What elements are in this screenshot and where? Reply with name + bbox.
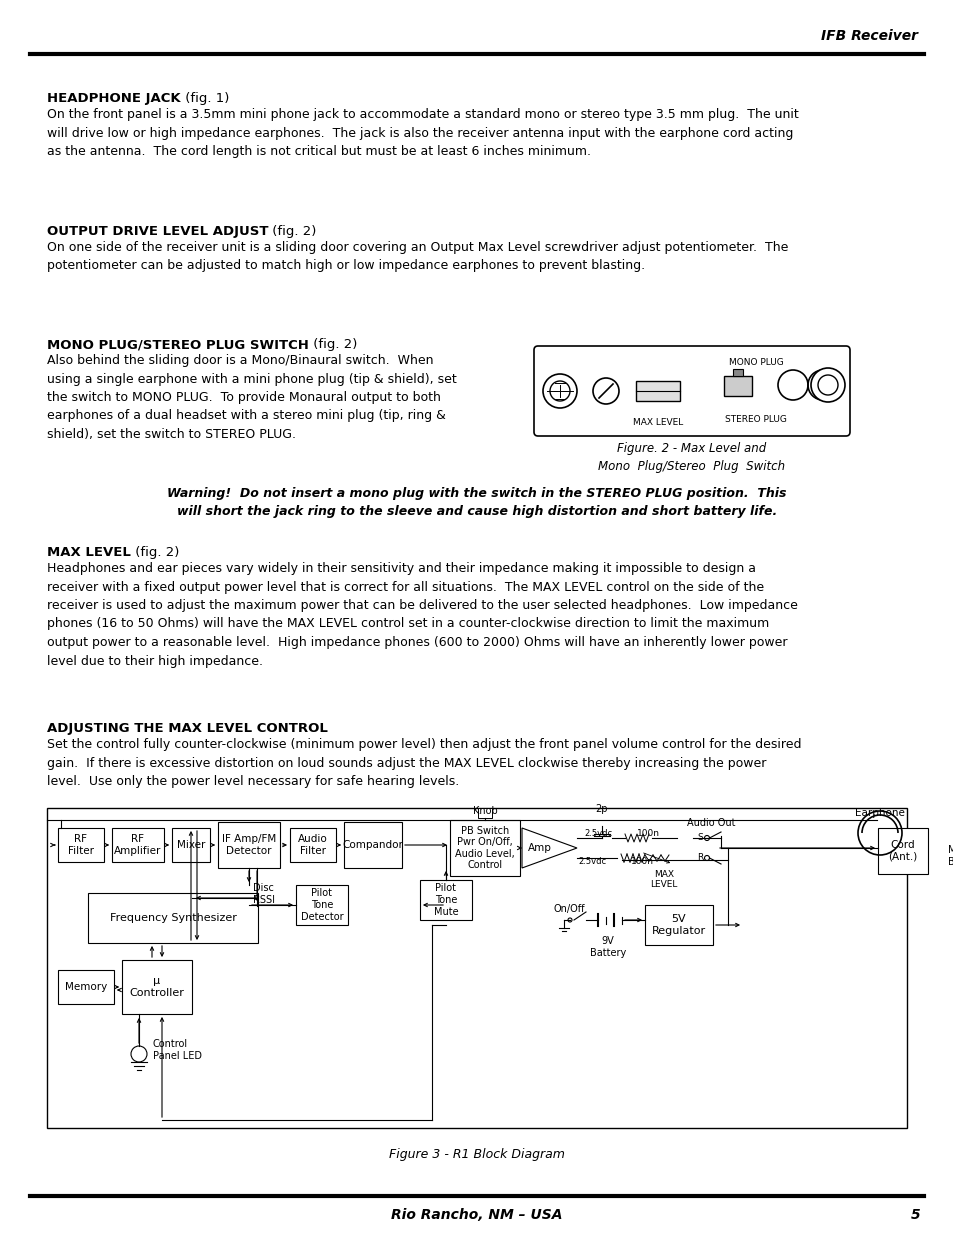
Text: Knob: Knob — [472, 806, 497, 816]
FancyBboxPatch shape — [112, 827, 164, 862]
FancyBboxPatch shape — [419, 881, 472, 920]
FancyBboxPatch shape — [58, 969, 113, 1004]
Text: ADJUSTING THE MAX LEVEL CONTROL: ADJUSTING THE MAX LEVEL CONTROL — [47, 722, 328, 735]
Text: 5V
Regulator: 5V Regulator — [651, 914, 705, 936]
Text: HEADPHONE JACK: HEADPHONE JACK — [47, 91, 180, 105]
Text: Amp: Amp — [528, 844, 552, 853]
Text: Frequency Synthesizer: Frequency Synthesizer — [110, 913, 236, 923]
Text: 9V
Battery: 9V Battery — [589, 936, 625, 957]
FancyBboxPatch shape — [290, 827, 335, 862]
Text: (fig. 2): (fig. 2) — [131, 546, 179, 559]
Text: R: R — [696, 853, 702, 862]
Text: (fig. 2): (fig. 2) — [309, 338, 356, 351]
FancyBboxPatch shape — [732, 369, 742, 375]
FancyBboxPatch shape — [477, 808, 492, 818]
FancyBboxPatch shape — [295, 885, 348, 925]
Text: Memory: Memory — [65, 982, 107, 992]
Text: OUTPUT DRIVE LEVEL ADJUST: OUTPUT DRIVE LEVEL ADJUST — [47, 225, 268, 238]
Text: RF
Filter: RF Filter — [68, 834, 94, 856]
FancyBboxPatch shape — [723, 375, 751, 396]
Text: Cord
(Ant.): Cord (Ant.) — [887, 840, 917, 862]
Text: On/Off: On/Off — [554, 904, 585, 914]
Text: Control
Panel LED: Control Panel LED — [152, 1039, 202, 1061]
Text: Rio Rancho, NM – USA: Rio Rancho, NM – USA — [391, 1208, 562, 1221]
Text: IF Amp/FM
Detector: IF Amp/FM Detector — [222, 834, 275, 856]
Text: MAX LEVEL: MAX LEVEL — [47, 546, 131, 559]
Text: 100n: 100n — [630, 857, 654, 867]
Text: STEREO PLUG: STEREO PLUG — [724, 415, 786, 424]
Text: S: S — [697, 834, 702, 842]
Text: Disc
RSSI: Disc RSSI — [253, 883, 274, 905]
Text: Set the control fully counter-clockwise (minimum power level) then adjust the fr: Set the control fully counter-clockwise … — [47, 739, 801, 788]
FancyBboxPatch shape — [644, 905, 712, 945]
Text: (fig. 1): (fig. 1) — [180, 91, 229, 105]
Text: MAX
LEVEL: MAX LEVEL — [649, 869, 677, 889]
Circle shape — [810, 368, 844, 403]
FancyBboxPatch shape — [122, 960, 192, 1014]
Text: 100n: 100n — [637, 830, 659, 839]
FancyBboxPatch shape — [58, 827, 104, 862]
Text: Audio
Filter: Audio Filter — [297, 834, 328, 856]
Text: μ
Controller: μ Controller — [130, 976, 184, 998]
Text: On one side of the receiver unit is a sliding door covering an Output Max Level : On one side of the receiver unit is a sl… — [47, 241, 787, 273]
Text: Figure. 2 - Max Level and
Mono  Plug/Stereo  Plug  Switch: Figure. 2 - Max Level and Mono Plug/Ster… — [598, 442, 784, 473]
Text: Pilot
Tone
Detector: Pilot Tone Detector — [300, 888, 343, 921]
Text: MONO (Open)
BINAURAL (Closed): MONO (Open) BINAURAL (Closed) — [947, 845, 953, 867]
Text: MONO PLUG: MONO PLUG — [728, 358, 782, 367]
Text: IFB Receiver: IFB Receiver — [821, 28, 917, 43]
Text: 5: 5 — [909, 1208, 919, 1221]
FancyBboxPatch shape — [47, 808, 906, 1128]
Circle shape — [542, 374, 577, 408]
Text: On the front panel is a 3.5mm mini phone jack to accommodate a standard mono or : On the front panel is a 3.5mm mini phone… — [47, 107, 798, 158]
Text: MONO PLUG/STEREO PLUG SWITCH: MONO PLUG/STEREO PLUG SWITCH — [47, 338, 309, 351]
Text: 2.5vdc: 2.5vdc — [584, 830, 613, 839]
Text: (fig. 2): (fig. 2) — [268, 225, 316, 238]
Text: Pilot
Tone
Mute: Pilot Tone Mute — [434, 883, 457, 916]
Text: Figure 3 - R1 Block Diagram: Figure 3 - R1 Block Diagram — [389, 1149, 564, 1161]
Text: RF
Amplifier: RF Amplifier — [114, 834, 161, 856]
Text: Also behind the sliding door is a Mono/Binaural switch.  When
using a single ear: Also behind the sliding door is a Mono/B… — [47, 354, 456, 441]
FancyBboxPatch shape — [450, 820, 519, 876]
Text: Warning!  Do not insert a mono plug with the switch in the STEREO PLUG position.: Warning! Do not insert a mono plug with … — [167, 487, 786, 517]
FancyBboxPatch shape — [218, 823, 280, 868]
Circle shape — [593, 378, 618, 404]
FancyBboxPatch shape — [636, 382, 679, 401]
Text: 2p: 2p — [595, 804, 608, 814]
Text: Compandor: Compandor — [342, 840, 403, 850]
FancyBboxPatch shape — [88, 893, 257, 944]
FancyBboxPatch shape — [172, 827, 210, 862]
Text: Audio Out: Audio Out — [686, 818, 735, 827]
FancyBboxPatch shape — [344, 823, 401, 868]
Text: MAX LEVEL: MAX LEVEL — [632, 417, 682, 427]
Text: 2.5vdc: 2.5vdc — [578, 857, 606, 867]
Text: Earphone: Earphone — [854, 808, 904, 818]
FancyBboxPatch shape — [534, 346, 849, 436]
Text: Mixer: Mixer — [176, 840, 205, 850]
Text: PB Switch
Pwr On/Off,
Audio Level,
Control: PB Switch Pwr On/Off, Audio Level, Contr… — [455, 826, 515, 871]
Text: Headphones and ear pieces vary widely in their sensitivity and their impedance m: Headphones and ear pieces vary widely in… — [47, 562, 797, 667]
FancyBboxPatch shape — [877, 827, 927, 874]
